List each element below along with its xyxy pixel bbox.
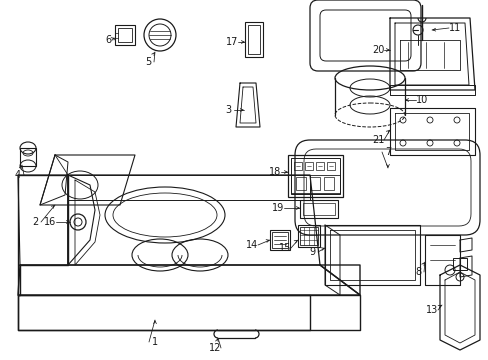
Text: 4: 4 <box>15 170 21 180</box>
Bar <box>297 225 319 247</box>
Text: 3: 3 <box>224 105 231 115</box>
Bar <box>452 258 466 270</box>
Bar <box>305 162 312 170</box>
Text: 6: 6 <box>105 35 111 45</box>
Bar <box>115 25 135 45</box>
Bar <box>271 232 287 248</box>
Text: 8: 8 <box>414 267 420 277</box>
Bar <box>247 25 260 54</box>
Bar <box>299 200 337 218</box>
Text: 13: 13 <box>425 305 437 315</box>
Bar <box>290 158 339 194</box>
Text: 2: 2 <box>32 217 38 227</box>
Bar <box>293 162 302 170</box>
Text: 7: 7 <box>384 147 390 157</box>
Text: 9: 9 <box>308 247 314 257</box>
Text: 20: 20 <box>371 45 384 55</box>
Text: 21: 21 <box>371 135 384 145</box>
Text: 16: 16 <box>44 217 56 227</box>
Text: 10: 10 <box>415 95 427 105</box>
Text: 12: 12 <box>208 343 221 353</box>
Text: 19: 19 <box>271 203 284 213</box>
Text: 17: 17 <box>225 37 238 47</box>
Text: 1: 1 <box>152 337 158 347</box>
Bar <box>309 177 319 190</box>
Bar <box>20 148 36 166</box>
Text: 15: 15 <box>278 243 290 253</box>
Bar <box>299 227 317 245</box>
Text: 14: 14 <box>245 240 258 250</box>
Text: 5: 5 <box>144 57 151 67</box>
Bar <box>326 162 334 170</box>
Bar <box>244 22 263 57</box>
Bar <box>287 155 342 197</box>
Bar <box>269 230 289 250</box>
Bar <box>118 28 132 42</box>
Text: 11: 11 <box>448 23 460 33</box>
Bar <box>315 162 324 170</box>
Text: 18: 18 <box>268 167 281 177</box>
Bar <box>303 203 334 215</box>
Bar <box>290 175 339 193</box>
Bar <box>324 177 333 190</box>
Bar <box>295 177 305 190</box>
